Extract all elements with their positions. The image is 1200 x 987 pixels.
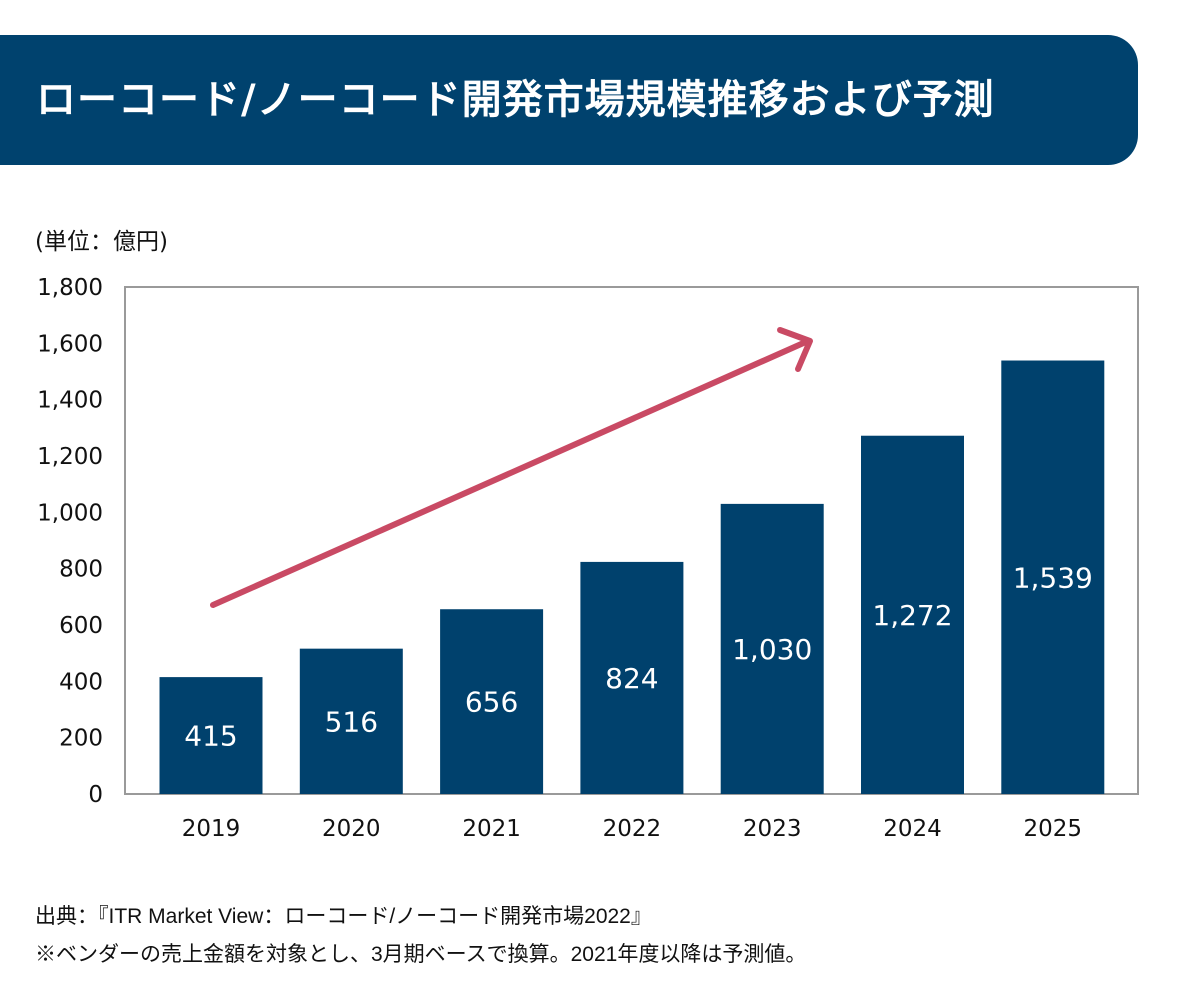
y-tick-label: 400 (59, 669, 103, 695)
y-tick-label: 1,600 (37, 331, 103, 357)
y-tick-label: 800 (59, 557, 103, 583)
source-note: 出典：『ITR Market View：ローコード/ノーコード開発市場2022』 (35, 905, 652, 928)
bar-2025 (1001, 360, 1105, 794)
bar-2020 (299, 648, 403, 794)
x-tick-label: 2022 (603, 816, 662, 842)
x-tick-label: 2021 (462, 816, 521, 842)
bar-2024 (861, 435, 964, 794)
bar-2022 (580, 561, 684, 794)
y-tick-label: 1,200 (37, 444, 103, 470)
bar-value-label: 516 (325, 705, 378, 738)
title-banner: ローコード/ノーコード開発市場規模推移および予測 (0, 35, 1138, 165)
y-tick-label: 1,400 (37, 388, 103, 414)
trend-arrow (210, 327, 813, 608)
x-tick-label: 2024 (883, 816, 942, 842)
x-tick-label: 2023 (743, 816, 802, 842)
y-tick-label: 200 (59, 726, 103, 752)
bar-value-label: 415 (184, 720, 237, 753)
y-tick-label: 1,000 (37, 500, 103, 526)
y-tick-label: 1,800 (37, 275, 103, 301)
bar-value-label: 1,030 (732, 633, 812, 666)
bar-2023 (720, 503, 824, 794)
y-tick-label: 0 (88, 782, 103, 808)
x-tick-label: 2019 (182, 816, 241, 842)
x-tick-label: 2020 (322, 816, 381, 842)
bar-value-label: 656 (465, 686, 518, 719)
bar-2021 (440, 609, 544, 794)
footnote: ※ベンダーの売上金額を対象とし、3月期ベースで換算。2021年度以降は予測値。 (35, 943, 807, 966)
x-tick-label: 2025 (1024, 816, 1083, 842)
bar-2019 (159, 677, 263, 794)
bar-value-label: 1,539 (1013, 561, 1093, 594)
bar-value-label: 824 (605, 662, 658, 695)
chart-title: ローコード/ノーコード開発市場規模推移および予測 (36, 77, 995, 123)
unit-label: (単位：億円) (35, 229, 168, 255)
y-tick-label: 600 (59, 613, 103, 639)
bar-value-label: 1,272 (872, 599, 952, 632)
